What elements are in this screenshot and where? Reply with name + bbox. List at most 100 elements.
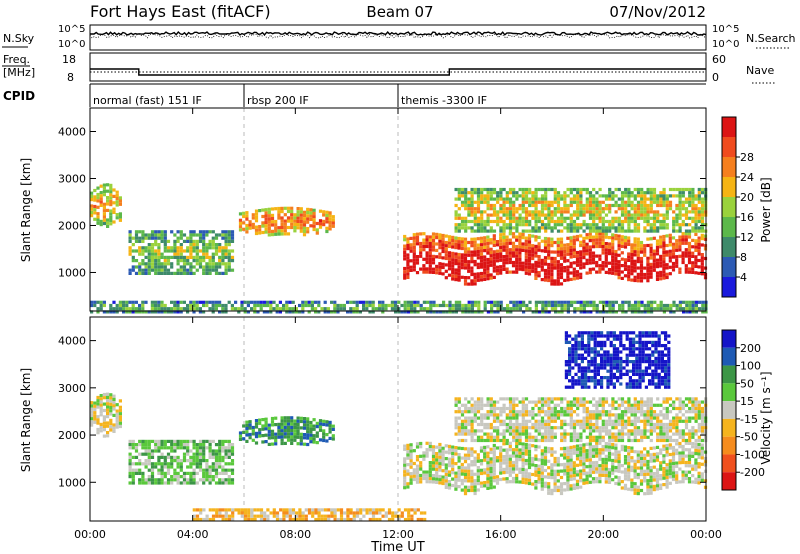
- data-cell: [134, 233, 139, 237]
- data-cell: [499, 187, 503, 192]
- data-cell: [406, 310, 410, 314]
- data-cell: [544, 435, 548, 439]
- data-cell: [537, 210, 541, 214]
- data-cell: [256, 303, 260, 308]
- data-cell: [230, 443, 235, 447]
- data-cell: [505, 254, 509, 258]
- data-cell: [248, 423, 252, 427]
- data-cell: [531, 247, 535, 251]
- data-cell: [160, 471, 164, 475]
- data-cell: [614, 475, 618, 479]
- data-cell: [643, 453, 647, 457]
- data-cell: [317, 303, 321, 308]
- data-cell: [569, 252, 573, 256]
- data-cell: [559, 275, 564, 280]
- data-cell: [147, 478, 151, 482]
- data-cell: [495, 265, 500, 269]
- data-cell: [614, 465, 618, 470]
- data-cell: [572, 245, 576, 249]
- data-cell: [221, 465, 225, 469]
- data-cell: [499, 449, 503, 453]
- data-cell: [649, 491, 653, 495]
- data-cell: [476, 466, 480, 470]
- data-cell: [627, 191, 631, 195]
- data-cell: [588, 226, 593, 230]
- data-cell: [355, 300, 359, 304]
- data-cell: [560, 400, 564, 404]
- data-cell: [470, 310, 474, 314]
- data-cell: [630, 246, 634, 250]
- data-cell: [527, 481, 532, 486]
- data-cell: [659, 223, 663, 227]
- data-cell: [630, 456, 634, 460]
- data-cell: [511, 476, 516, 481]
- data-cell: [537, 471, 541, 475]
- data-cell: [611, 223, 615, 227]
- data-cell: [524, 258, 528, 263]
- data-cell: [579, 200, 583, 204]
- data-cell: [617, 453, 621, 457]
- data-cell: [524, 191, 529, 195]
- data-cell: [633, 250, 637, 254]
- data-cell: [457, 406, 461, 411]
- data-cell: [189, 271, 193, 275]
- data-cell: [322, 438, 326, 443]
- data-cell: [186, 239, 190, 243]
- data-cell: [328, 430, 332, 434]
- data-cell: [652, 219, 657, 224]
- data-cell: [457, 197, 461, 201]
- data-cell: [154, 462, 158, 466]
- data-cell: [508, 470, 512, 474]
- data-cell: [566, 472, 570, 476]
- data-cell: [505, 270, 509, 274]
- data-cell: [531, 310, 535, 314]
- data-cell: [547, 272, 551, 276]
- data-cell: [274, 442, 278, 446]
- data-cell: [579, 207, 583, 211]
- data-cell: [550, 266, 554, 270]
- data-cell: [543, 275, 548, 279]
- data-cell: [189, 233, 193, 237]
- data-cell: [312, 211, 316, 216]
- data-cell: [694, 452, 698, 456]
- data-cell: [322, 419, 326, 423]
- data-cell: [569, 484, 573, 488]
- data-cell: [444, 253, 448, 257]
- data-cell: [186, 255, 190, 259]
- data-cell: [601, 238, 605, 242]
- data-cell: [242, 430, 246, 434]
- data-cell: [157, 481, 161, 485]
- data-cell: [553, 472, 557, 477]
- data-cell: [208, 268, 212, 272]
- data-cell: [489, 460, 493, 464]
- data-cell: [476, 469, 480, 473]
- data-cell: [208, 452, 212, 456]
- data-cell: [502, 461, 506, 465]
- data-cell: [678, 245, 682, 249]
- data-cell: [163, 246, 167, 250]
- data-cell: [492, 243, 496, 247]
- data-cell: [473, 432, 477, 436]
- data-cell: [681, 254, 685, 258]
- data-cell: [691, 207, 695, 211]
- data-cell: [280, 226, 284, 230]
- data-cell: [106, 424, 110, 428]
- data-cell: [115, 419, 119, 423]
- data-cell: [518, 429, 522, 433]
- data-cell: [666, 303, 670, 308]
- data-cell: [688, 197, 692, 201]
- data-cell: [639, 466, 644, 470]
- data-cell: [275, 307, 279, 311]
- data-cell: [511, 464, 516, 468]
- data-cell: [106, 218, 110, 222]
- data-cell: [572, 229, 577, 233]
- data-cell: [128, 249, 132, 253]
- data-cell: [643, 210, 647, 214]
- data-cell: [691, 245, 695, 249]
- data-cell: [511, 241, 516, 245]
- data-cell: [302, 426, 307, 430]
- data-cell: [106, 399, 110, 403]
- data-cell: [138, 249, 142, 253]
- data-cell: [202, 449, 206, 453]
